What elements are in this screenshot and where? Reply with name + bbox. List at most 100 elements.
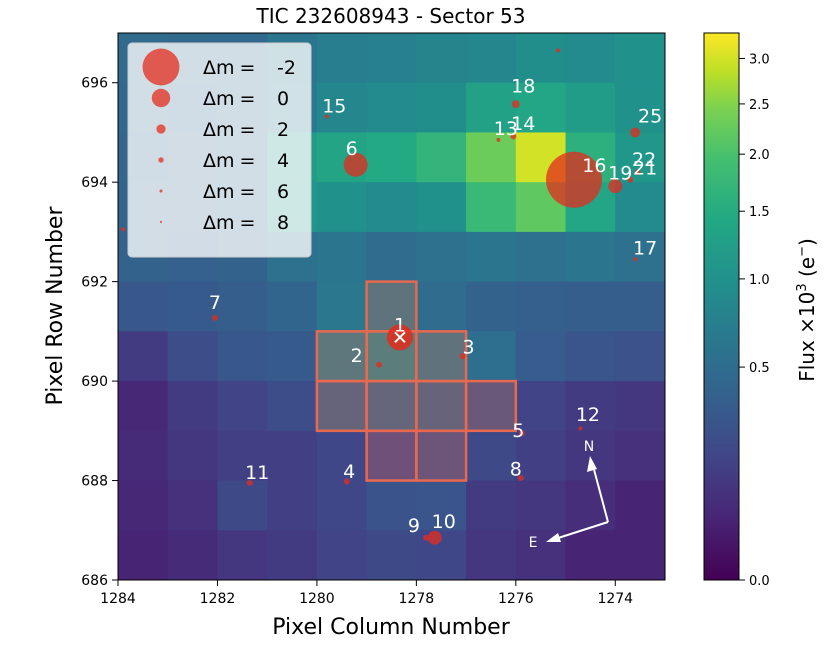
heatmap-cell [515, 480, 567, 531]
star-marker [120, 227, 125, 232]
colorbar: 0.0 0.5 1.0 1.5 2.0 2.5 3.0 Flux ×103 (e−) [703, 32, 819, 589]
heatmap-cell [515, 331, 567, 382]
star-marker [427, 530, 442, 545]
colorbar-tick-label: 0.5 [749, 361, 770, 376]
legend-value: -2 [277, 57, 296, 79]
aperture-pixel [464, 379, 518, 433]
heatmap-cell [366, 381, 417, 432]
star-label: 25 [638, 106, 662, 128]
star-label: 8 [510, 459, 522, 481]
aperture-pixel [365, 379, 418, 433]
heatmap-cell [366, 530, 417, 580]
colorbar-tick-label: 0.0 [749, 574, 770, 589]
y-tick-label: 696 [81, 76, 108, 92]
heatmap-cell [217, 430, 268, 482]
heatmap-cell [565, 33, 616, 84]
colorbar-tick-label: 2.0 [749, 148, 770, 163]
heatmap-cell [615, 530, 665, 580]
heatmap-cell [167, 480, 218, 531]
heatmap-cell [316, 480, 368, 531]
heatmap-cell [615, 33, 665, 84]
aperture-pixel [415, 429, 468, 482]
target-cross [394, 331, 406, 344]
heatmap-cell [167, 530, 218, 580]
compass-east-arrow [551, 521, 609, 541]
legend-label: Δm = 2 [203, 119, 289, 141]
star-label: 7 [209, 292, 221, 314]
star-marker [545, 151, 602, 208]
x-axis: 1284 1282 1280 1278 1276 1274 [100, 580, 633, 607]
star-label: 10 [432, 511, 456, 533]
heatmap-cell [466, 331, 517, 382]
legend-marker [156, 124, 166, 134]
legend-label: Δm = 4 [203, 150, 289, 172]
star-label: 14 [511, 113, 535, 135]
heatmap-cell [466, 231, 517, 283]
heatmap-cell [515, 381, 567, 432]
heatmap-cell [615, 182, 665, 233]
heatmap-cell [565, 480, 616, 531]
y-tick-label: 694 [81, 175, 108, 191]
x-tick-label: 1280 [299, 591, 335, 607]
legend-marker [142, 48, 180, 86]
legend-symbol: Δm [203, 150, 235, 172]
heatmap-cell [565, 231, 616, 283]
heatmap-cell [267, 281, 318, 332]
legend-eq: = [240, 88, 256, 110]
compass-east-arrowhead [546, 533, 561, 542]
y-tick-label: 690 [81, 374, 108, 390]
star-marker [343, 478, 350, 485]
heatmap-cell [366, 132, 417, 183]
heatmap-cell [316, 182, 368, 233]
heatmap-cell [615, 381, 665, 432]
star-marker [211, 314, 218, 321]
star-label: 5 [512, 420, 524, 442]
star-marker [376, 361, 383, 368]
legend-label: Δm = 0 [203, 88, 289, 110]
aperture-pixel [415, 379, 468, 433]
compass: N E [529, 439, 609, 551]
star-marker [246, 480, 253, 487]
heatmap-cell [466, 430, 517, 482]
heatmap-cell [615, 82, 665, 133]
heatmap [118, 33, 665, 580]
heatmap-cell [316, 381, 368, 432]
heatmap-cell [416, 132, 467, 183]
legend-value: 4 [277, 150, 289, 172]
colorbar-tick-label: 3.0 [749, 52, 770, 67]
heatmap-cell [565, 430, 616, 482]
aperture-pixel [365, 429, 418, 482]
heatmap-cell [167, 381, 218, 432]
heatmap-cell [366, 480, 417, 531]
star-marker [510, 133, 517, 140]
heatmap-cell [366, 430, 417, 482]
heatmap-cell [615, 480, 665, 531]
heatmap-cell [366, 231, 417, 283]
star-label: 4 [343, 461, 355, 483]
star-marker [578, 426, 583, 431]
heatmap-cell [615, 132, 665, 183]
star-label: 15 [322, 96, 346, 118]
target-star [386, 324, 413, 351]
star-label: 1 [394, 314, 406, 336]
star-label: 21 [633, 158, 657, 180]
heatmap-cell [416, 281, 467, 332]
heatmap-cell [167, 430, 218, 482]
colorbar-tick-label: 1.0 [749, 273, 770, 288]
legend-symbol: Δm [203, 88, 235, 110]
legend-eq: = [240, 57, 256, 79]
star-marker [496, 137, 501, 142]
y-tick-label: 686 [81, 573, 108, 589]
legend-marker [158, 157, 164, 163]
heatmap-cell [416, 430, 467, 482]
star-label: 11 [245, 462, 269, 484]
heatmap-cell [267, 331, 318, 382]
aperture-mask [315, 280, 518, 482]
colorbar-ticks: 0.0 0.5 1.0 1.5 2.0 2.5 3.0 [739, 52, 770, 589]
star-label: 17 [633, 237, 657, 259]
heatmap-cell [316, 82, 368, 133]
colorbar-tick-label: 2.5 [749, 98, 770, 113]
heatmap-cell [615, 231, 665, 283]
